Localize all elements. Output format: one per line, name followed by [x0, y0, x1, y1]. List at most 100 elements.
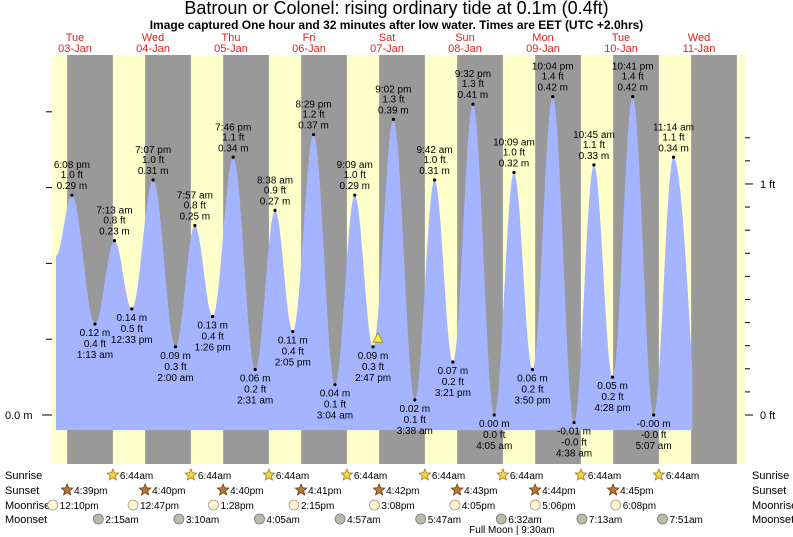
- high-tide-ft: 1.4 ft: [622, 72, 644, 83]
- row-label-right: Sunset: [752, 485, 786, 497]
- low-tide-ft: 0.1 ft: [404, 415, 426, 426]
- low-tide-point: [492, 413, 496, 417]
- moonset-time: 3:10am: [186, 515, 219, 526]
- low-tide-point: [333, 383, 337, 387]
- row-label-left: Sunset: [5, 485, 39, 497]
- low-tide-m: 0.05 m: [597, 381, 628, 392]
- high-tide-point: [231, 155, 235, 159]
- low-tide-m: 0.06 m: [517, 374, 548, 385]
- moonrise-icon: [610, 499, 622, 511]
- row-label-left: Sunrise: [5, 470, 42, 482]
- moonset-icon: [92, 513, 104, 525]
- sunrise-icon: [340, 467, 354, 481]
- sunrise-icon: [184, 467, 198, 481]
- high-tide-time: 10:09 am: [493, 137, 535, 148]
- high-tide-ft: 1.0 ft: [142, 155, 164, 166]
- low-tide-m: 0.07 m: [438, 366, 469, 377]
- moonrise-icon: [47, 499, 59, 511]
- row-label-right: Sunrise: [752, 470, 789, 482]
- low-tide-time: 3:50 pm: [514, 396, 550, 407]
- moonset-icon: [576, 513, 588, 525]
- low-tide-ft: 0.3 ft: [362, 362, 384, 373]
- low-tide-m: 0.06 m: [240, 374, 271, 385]
- high-tide-point: [311, 132, 316, 137]
- low-tide-time: 2:05 pm: [275, 358, 311, 369]
- moonset-time: 7:13am: [589, 515, 622, 526]
- high-tide-ft: 1.0 ft: [423, 155, 445, 166]
- day-date: 11-Jan: [683, 43, 716, 55]
- low-tide-m: 0.09 m: [160, 351, 191, 362]
- low-tide-time: 3:21 pm: [435, 388, 471, 399]
- high-tide-m: 0.29 m: [339, 181, 370, 192]
- day-weekday: Thu: [222, 32, 241, 44]
- low-tide-m: -0.00 m: [637, 419, 671, 430]
- high-tide-m: 0.23 m: [99, 227, 130, 238]
- low-tide-time: 5:07 am: [636, 441, 672, 452]
- low-tide-point: [572, 420, 576, 425]
- high-tide-m: 0.32 m: [499, 158, 530, 169]
- sunset-icon: [372, 482, 386, 496]
- high-tide-time: 7:13 am: [96, 206, 132, 217]
- day-date: 09-Jan: [526, 43, 560, 55]
- high-tide-point: [671, 155, 676, 159]
- low-tide-point: [211, 314, 215, 319]
- high-tide-ft: 1.3 ft: [462, 79, 484, 90]
- high-tide-time: 9:32 pm: [455, 69, 491, 80]
- sunset-icon: [528, 482, 542, 496]
- sunset-icon: [216, 482, 230, 496]
- day-date: 06-Jan: [292, 43, 326, 55]
- y-axis-label-0ft: 0 ft: [760, 410, 775, 422]
- high-tide-ft: 0.9 ft: [264, 185, 286, 196]
- high-tide-time: 8:38 am: [257, 175, 293, 186]
- high-tide-m: 0.27 m: [260, 196, 291, 207]
- sunrise-icon: [418, 467, 432, 481]
- low-tide-ft: 0.4 ft: [282, 347, 304, 358]
- moonset-time: 4:57am: [347, 515, 380, 526]
- low-tide-m: 0.00 m: [479, 419, 510, 430]
- low-tide-point: [413, 398, 417, 402]
- low-tide-time: 1:26 pm: [195, 342, 231, 353]
- sunrise-time: 6:44am: [432, 471, 465, 482]
- day-date: 04-Jan: [136, 43, 170, 55]
- high-tide-time: 10:41 pm: [612, 62, 654, 73]
- row-label-left: Moonrise: [5, 500, 50, 512]
- high-tide-time: 7:46 pm: [215, 122, 251, 133]
- high-tide-ft: 1.0 ft: [503, 147, 525, 158]
- high-tide-point: [512, 170, 516, 175]
- high-tide-m: 0.42 m: [617, 83, 648, 94]
- tide-area: [55, 96, 693, 431]
- chart-title: Batroun or Colonel: rising ordinary tide…: [184, 0, 609, 18]
- high-tide-time: 9:09 am: [337, 160, 373, 171]
- high-tide-time: 10:04 pm: [532, 62, 574, 73]
- high-tide-time: 6:08 pm: [54, 160, 90, 171]
- full-moon-label: Full Moon | 9:30am: [469, 525, 554, 536]
- high-tide-point: [353, 193, 357, 197]
- high-tide-point: [391, 117, 395, 121]
- sunset-icon: [450, 482, 464, 496]
- moonset-icon: [334, 513, 346, 525]
- low-tide-time: 2:47 pm: [355, 373, 391, 384]
- sunrise-time: 6:44am: [120, 471, 153, 482]
- high-tide-m: 0.37 m: [298, 121, 329, 132]
- low-tide-point: [530, 367, 535, 372]
- low-tide-m: 0.02 m: [400, 404, 431, 415]
- high-tide-time: 7:57 am: [177, 191, 213, 202]
- moonset-time: 5:47am: [428, 515, 461, 526]
- high-tide-ft: 1.3 ft: [382, 94, 404, 105]
- high-tide-time: 7:07 pm: [135, 145, 171, 156]
- high-tide-ft: 1.1 ft: [222, 132, 244, 143]
- low-tide-time: 2:31 am: [237, 396, 273, 407]
- moonset-time: 2:15am: [105, 515, 138, 526]
- night-band: [691, 55, 737, 464]
- low-tide-ft: 0.2 ft: [442, 377, 464, 388]
- low-tide-ft: 0.5 ft: [121, 324, 143, 335]
- day-weekday: Sat: [379, 32, 396, 44]
- moonrise-time: 2:15pm: [301, 501, 334, 512]
- high-tide-m: 0.31 m: [419, 166, 450, 177]
- low-tide-m: 0.11 m: [278, 336, 308, 347]
- moonrise-time: 1:28pm: [221, 501, 254, 512]
- low-tide-time: 2:00 am: [157, 373, 193, 384]
- high-tide-point: [273, 208, 277, 212]
- low-tide-m: 0.04 m: [320, 389, 351, 400]
- low-tide-m: 0.12 m: [80, 328, 111, 339]
